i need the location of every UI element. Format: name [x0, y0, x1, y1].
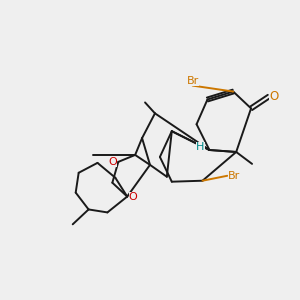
Text: Br: Br	[228, 171, 240, 181]
Text: O: O	[129, 192, 137, 202]
Text: H: H	[196, 142, 205, 152]
Text: O: O	[108, 157, 117, 167]
Text: O: O	[269, 90, 278, 103]
Text: Br: Br	[187, 76, 199, 85]
